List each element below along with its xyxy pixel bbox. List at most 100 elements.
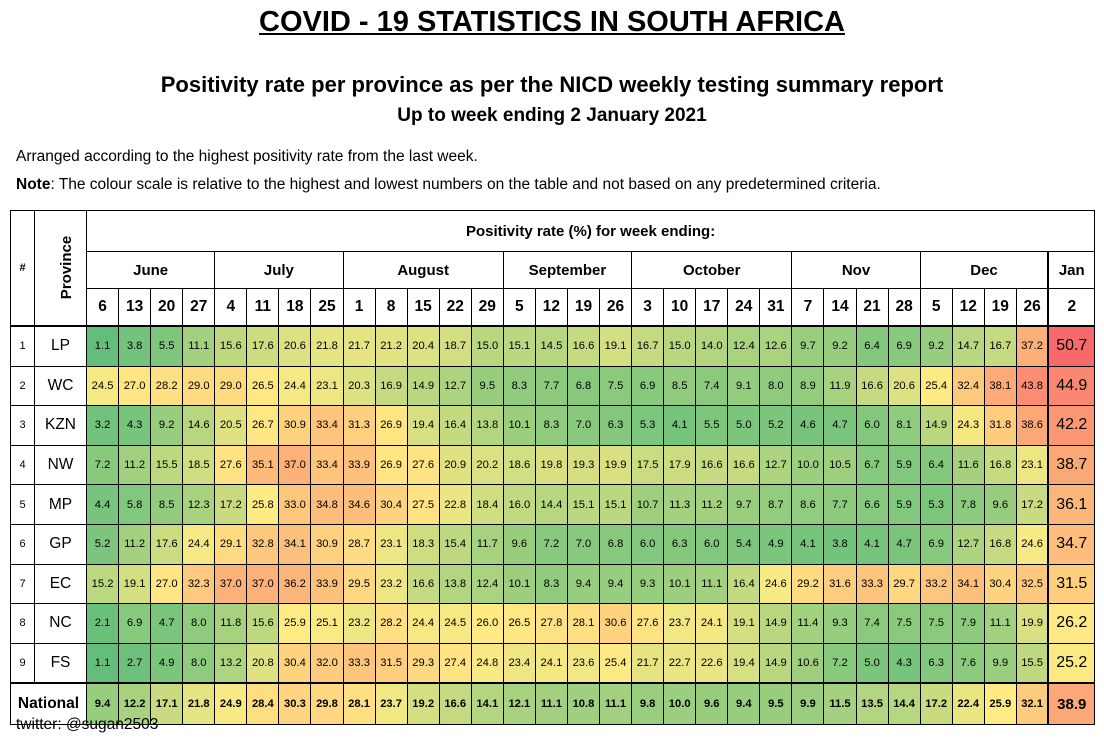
positivity-cell: 33.0 [278, 484, 312, 525]
positivity-cell: 3.8 [118, 324, 152, 367]
positivity-cell: 29.7 [887, 563, 921, 605]
day-header: 15 [406, 288, 440, 327]
day-header: 5 [502, 288, 536, 327]
positivity-cell: 14.9 [759, 603, 793, 644]
positivity-cell: 27.0 [118, 365, 152, 407]
positivity-cell: 26.5 [246, 365, 280, 407]
day-header: 13 [118, 288, 152, 327]
positivity-cell: 16.8 [983, 523, 1017, 565]
positivity-cell: 19.9 [1015, 603, 1049, 644]
positivity-cell: 22.8 [438, 484, 472, 525]
positivity-cell: 14.9 [406, 365, 440, 407]
positivity-cell: 16.9 [374, 365, 408, 407]
positivity-cell: 25.1 [310, 603, 344, 644]
positivity-cell: 33.3 [342, 642, 376, 684]
positivity-cell: 17.5 [631, 444, 665, 486]
province-code: FS [34, 642, 87, 684]
positivity-cell: 10.6 [791, 642, 825, 684]
day-header: 19 [566, 288, 601, 327]
positivity-cell: 23.6 [566, 642, 601, 684]
positivity-cell: 24.3 [951, 405, 985, 446]
positivity-cell: 12.6 [759, 324, 793, 367]
note-label: Note [16, 176, 51, 193]
positivity-cell: 17.6 [150, 523, 184, 565]
national-cell: 38.9 [1047, 682, 1096, 726]
positivity-cell: 8.3 [534, 563, 568, 605]
national-cell: 9.9 [791, 682, 825, 726]
national-cell: 29.8 [310, 682, 344, 726]
day-header: 12 [951, 288, 985, 327]
national-cell: 11.5 [823, 682, 857, 726]
positivity-cell: 23.7 [663, 603, 697, 644]
province-code: EC [34, 563, 87, 605]
positivity-table-grid: # Province Positivity rate (%) for week en… [10, 210, 1096, 726]
positivity-cell: 6.4 [919, 444, 953, 486]
positivity-cell: 6.0 [631, 523, 665, 565]
day-header: 28 [887, 288, 921, 327]
national-cell: 11.1 [598, 682, 633, 726]
national-cell: 22.4 [951, 682, 985, 726]
positivity-cell: 5.0 [855, 642, 889, 684]
positivity-cell: 28.2 [150, 365, 184, 407]
day-header: 27 [182, 288, 216, 327]
positivity-cell: 16.6 [695, 444, 729, 486]
positivity-cell: 19.1 [727, 603, 761, 644]
positivity-cell: 8.3 [502, 365, 536, 407]
positivity-cell: 4.4 [85, 484, 120, 525]
national-cell: 23.7 [374, 682, 408, 726]
positivity-cell: 25.9 [278, 603, 312, 644]
national-cell: 14.4 [887, 682, 921, 726]
subtitle-date: Up to week ending 2 January 2021 [397, 105, 707, 126]
province-row: 2 WC 24.5 27.0 28.2 29.0 29.0 26.5 24.4 23.1 20.3 1… [10, 365, 1096, 407]
positivity-cell: 3.2 [85, 405, 120, 446]
positivity-cell: 4.9 [150, 642, 184, 684]
province-row: 9 FS 1.1 2.7 4.9 8.0 13.2 20.8 30.4 32.0 33.3 31.5 2… [10, 642, 1096, 684]
positivity-cell: 33.9 [310, 563, 344, 605]
arrangement-note: Arranged according to the highest positi… [16, 148, 478, 165]
positivity-cell: 9.3 [823, 603, 857, 644]
positivity-cell: 8.1 [887, 405, 921, 446]
day-header: 10 [663, 288, 697, 327]
positivity-cell: 26.5 [502, 603, 536, 644]
positivity-cell: 27.5 [406, 484, 440, 525]
positivity-cell: 8.9 [791, 365, 825, 407]
day-header: 8 [374, 288, 408, 327]
positivity-cell: 26.9 [374, 444, 408, 486]
positivity-cell: 9.2 [823, 324, 857, 367]
province-code: MP [34, 484, 87, 525]
positivity-cell: 24.8 [470, 642, 504, 684]
province-code: LP [34, 324, 87, 367]
positivity-cell: 27.6 [214, 444, 248, 486]
positivity-cell: 13.8 [438, 563, 472, 605]
positivity-cell: 8.0 [759, 365, 793, 407]
positivity-cell: 21.8 [310, 324, 344, 367]
positivity-cell: 5.0 [727, 405, 761, 446]
row-number: 1 [10, 324, 35, 367]
positivity-cell: 10.1 [502, 405, 536, 446]
province-code: GP [34, 523, 87, 565]
day-header: 21 [855, 288, 889, 327]
positivity-cell: 15.1 [566, 484, 601, 525]
positivity-cell: 7.0 [566, 405, 601, 446]
positivity-table: # Province Positivity rate (%) for week en… [10, 210, 1096, 726]
positivity-cell: 10.5 [823, 444, 857, 486]
positivity-cell: 14.7 [951, 324, 985, 367]
positivity-cell: 31.5 [1047, 563, 1096, 605]
positivity-cell: 23.2 [374, 563, 408, 605]
positivity-cell: 17.2 [1015, 484, 1049, 525]
national-cell: 9.8 [631, 682, 665, 726]
province-row: 5 MP 4.4 5.8 8.5 12.3 17.2 25.8 33.0 34.8 34.6 30.4… [10, 484, 1096, 525]
positivity-cell: 30.4 [983, 563, 1017, 605]
positivity-cell: 50.7 [1047, 324, 1096, 367]
day-header: 14 [823, 288, 857, 327]
positivity-cell: 16.7 [983, 324, 1017, 367]
positivity-cell: 44.9 [1047, 365, 1096, 407]
positivity-cell: 6.4 [855, 324, 889, 367]
day-header: 18 [278, 288, 312, 327]
positivity-cell: 4.3 [887, 642, 921, 684]
day-header: 17 [695, 288, 729, 327]
positivity-cell: 7.4 [695, 365, 729, 407]
positivity-cell: 20.6 [887, 365, 921, 407]
positivity-cell: 16.7 [631, 324, 665, 367]
positivity-cell: 8.6 [791, 484, 825, 525]
